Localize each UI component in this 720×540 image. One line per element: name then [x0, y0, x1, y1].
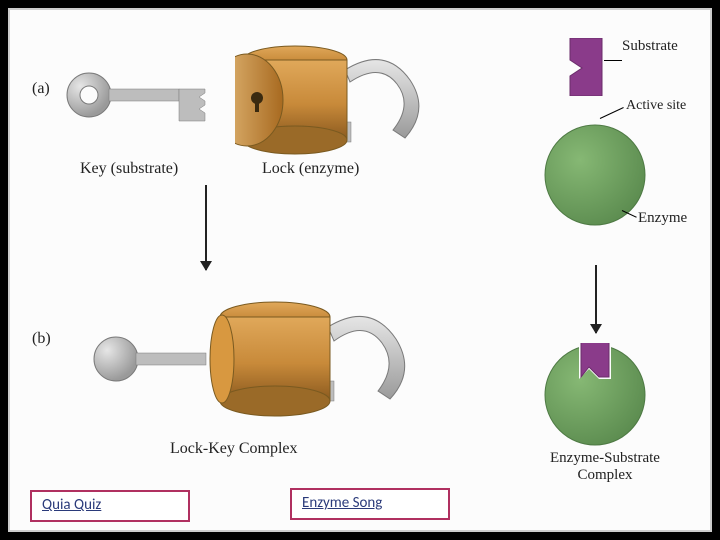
substrate-label: Substrate [622, 38, 678, 55]
lockkey-complex-label: Lock-Key Complex [170, 440, 298, 458]
leader-line [604, 60, 622, 61]
panel-a-label: (a) [32, 80, 50, 98]
activesite-label: Active site [626, 98, 686, 114]
lock-label: Lock (enzyme) [262, 160, 359, 178]
enzyme-label: Enzyme [638, 210, 687, 227]
arrow-down-icon [205, 185, 207, 270]
lock-key-complex-icon [90, 295, 430, 425]
enzyme-substrate-complex-label: Enzyme-Substrate Complex [550, 450, 660, 484]
enzyme-icon [543, 123, 647, 227]
enzyme-song-link[interactable]: Enzyme Song [290, 488, 450, 520]
enzyme-substrate-complex-icon [543, 343, 647, 447]
panel-b-label: (b) [32, 330, 51, 348]
slide-frame: (a) Key (substrate) [8, 8, 712, 532]
leader-line [600, 107, 624, 119]
key-label: Key (substrate) [80, 160, 178, 178]
substrate-icon [566, 38, 606, 96]
lock-icon [235, 40, 435, 160]
key-icon [65, 65, 210, 125]
diagram-stage: (a) Key (substrate) [10, 10, 710, 530]
arrow-down-icon [595, 265, 597, 333]
quia-quiz-link[interactable]: Quia Quiz [30, 490, 190, 522]
